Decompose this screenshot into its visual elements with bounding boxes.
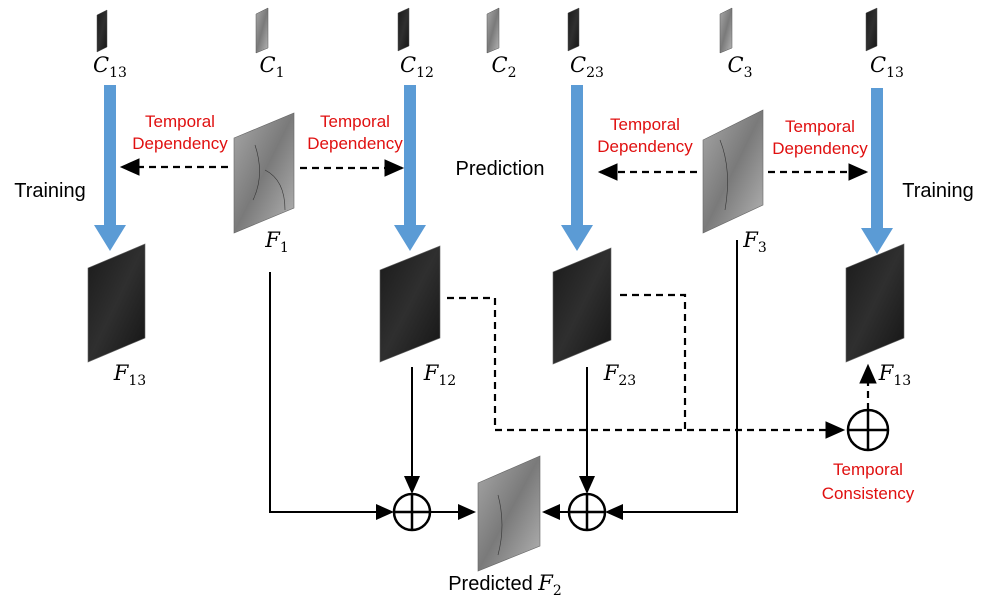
symbol: C bbox=[728, 53, 744, 77]
feature-label: F23 bbox=[603, 361, 636, 389]
symbol: F bbox=[423, 361, 440, 385]
symbol: F bbox=[264, 228, 281, 252]
feature-label: F13 bbox=[878, 361, 911, 389]
subscript: 3 bbox=[744, 65, 753, 81]
symbol: C bbox=[492, 53, 508, 77]
subscript: 1 bbox=[280, 240, 289, 256]
subscript: 13 bbox=[893, 373, 911, 389]
feature-label: F1 bbox=[264, 228, 289, 256]
coarse-patches bbox=[97, 8, 877, 53]
subscript: 1 bbox=[276, 65, 285, 81]
subscript: 2 bbox=[553, 583, 562, 599]
symbol: F bbox=[603, 361, 620, 385]
prediction-label: Prediction bbox=[456, 158, 545, 180]
coarse-label: C1 bbox=[260, 53, 285, 81]
subscript: 13 bbox=[109, 65, 127, 81]
subscript: 3 bbox=[758, 240, 767, 256]
predicted-label: Predicted F2 bbox=[448, 571, 562, 599]
dependency-label: Dependency bbox=[597, 137, 693, 156]
side-label: Training bbox=[902, 180, 974, 202]
coarse-label: C23 bbox=[570, 53, 604, 81]
coarse-label: C3 bbox=[728, 53, 753, 81]
subscript: 12 bbox=[438, 373, 456, 389]
coarse-label: C13 bbox=[870, 53, 904, 81]
subscript: 23 bbox=[586, 65, 604, 81]
subscript: 12 bbox=[416, 65, 434, 81]
dependency-label: Temporal bbox=[320, 112, 390, 131]
symbol: F bbox=[537, 571, 554, 595]
side-label: Training bbox=[14, 180, 86, 202]
subscript: 13 bbox=[886, 65, 904, 81]
coarse-label: C12 bbox=[400, 53, 434, 81]
subscript: 2 bbox=[508, 65, 517, 81]
symbol: C bbox=[870, 53, 886, 77]
dependency-label: Dependency bbox=[307, 134, 403, 153]
dependency-label: Temporal bbox=[785, 117, 855, 136]
symbol: C bbox=[400, 53, 416, 77]
layout bbox=[88, 8, 904, 571]
coarse-label: C2 bbox=[492, 53, 517, 81]
feature-label: F12 bbox=[423, 361, 456, 389]
symbol: C bbox=[93, 53, 109, 77]
symbol: C bbox=[260, 53, 276, 77]
symbol: F bbox=[742, 228, 759, 252]
coarse-label: C13 bbox=[93, 53, 127, 81]
dependency-label: Temporal bbox=[610, 115, 680, 134]
dependency-label: Temporal bbox=[145, 112, 215, 131]
dependency-label: Dependency bbox=[132, 134, 228, 153]
fusion-lines bbox=[270, 240, 737, 512]
dependency-label: Dependency bbox=[772, 139, 868, 158]
symbol: C bbox=[570, 53, 586, 77]
feature-label: F3 bbox=[742, 228, 767, 256]
symbol: F bbox=[113, 361, 130, 385]
feature-label: F13 bbox=[113, 361, 146, 389]
consistency-label: Consistency bbox=[822, 484, 915, 503]
subscript: 13 bbox=[128, 373, 146, 389]
predicted-text: Predicted bbox=[448, 573, 533, 595]
symbol: F bbox=[878, 361, 895, 385]
consistency-label: Temporal bbox=[833, 460, 903, 479]
diagram: C13C1C12C2C23C3C13F1F3F13F12F23F13Traini… bbox=[0, 0, 982, 601]
subscript: 23 bbox=[618, 373, 636, 389]
